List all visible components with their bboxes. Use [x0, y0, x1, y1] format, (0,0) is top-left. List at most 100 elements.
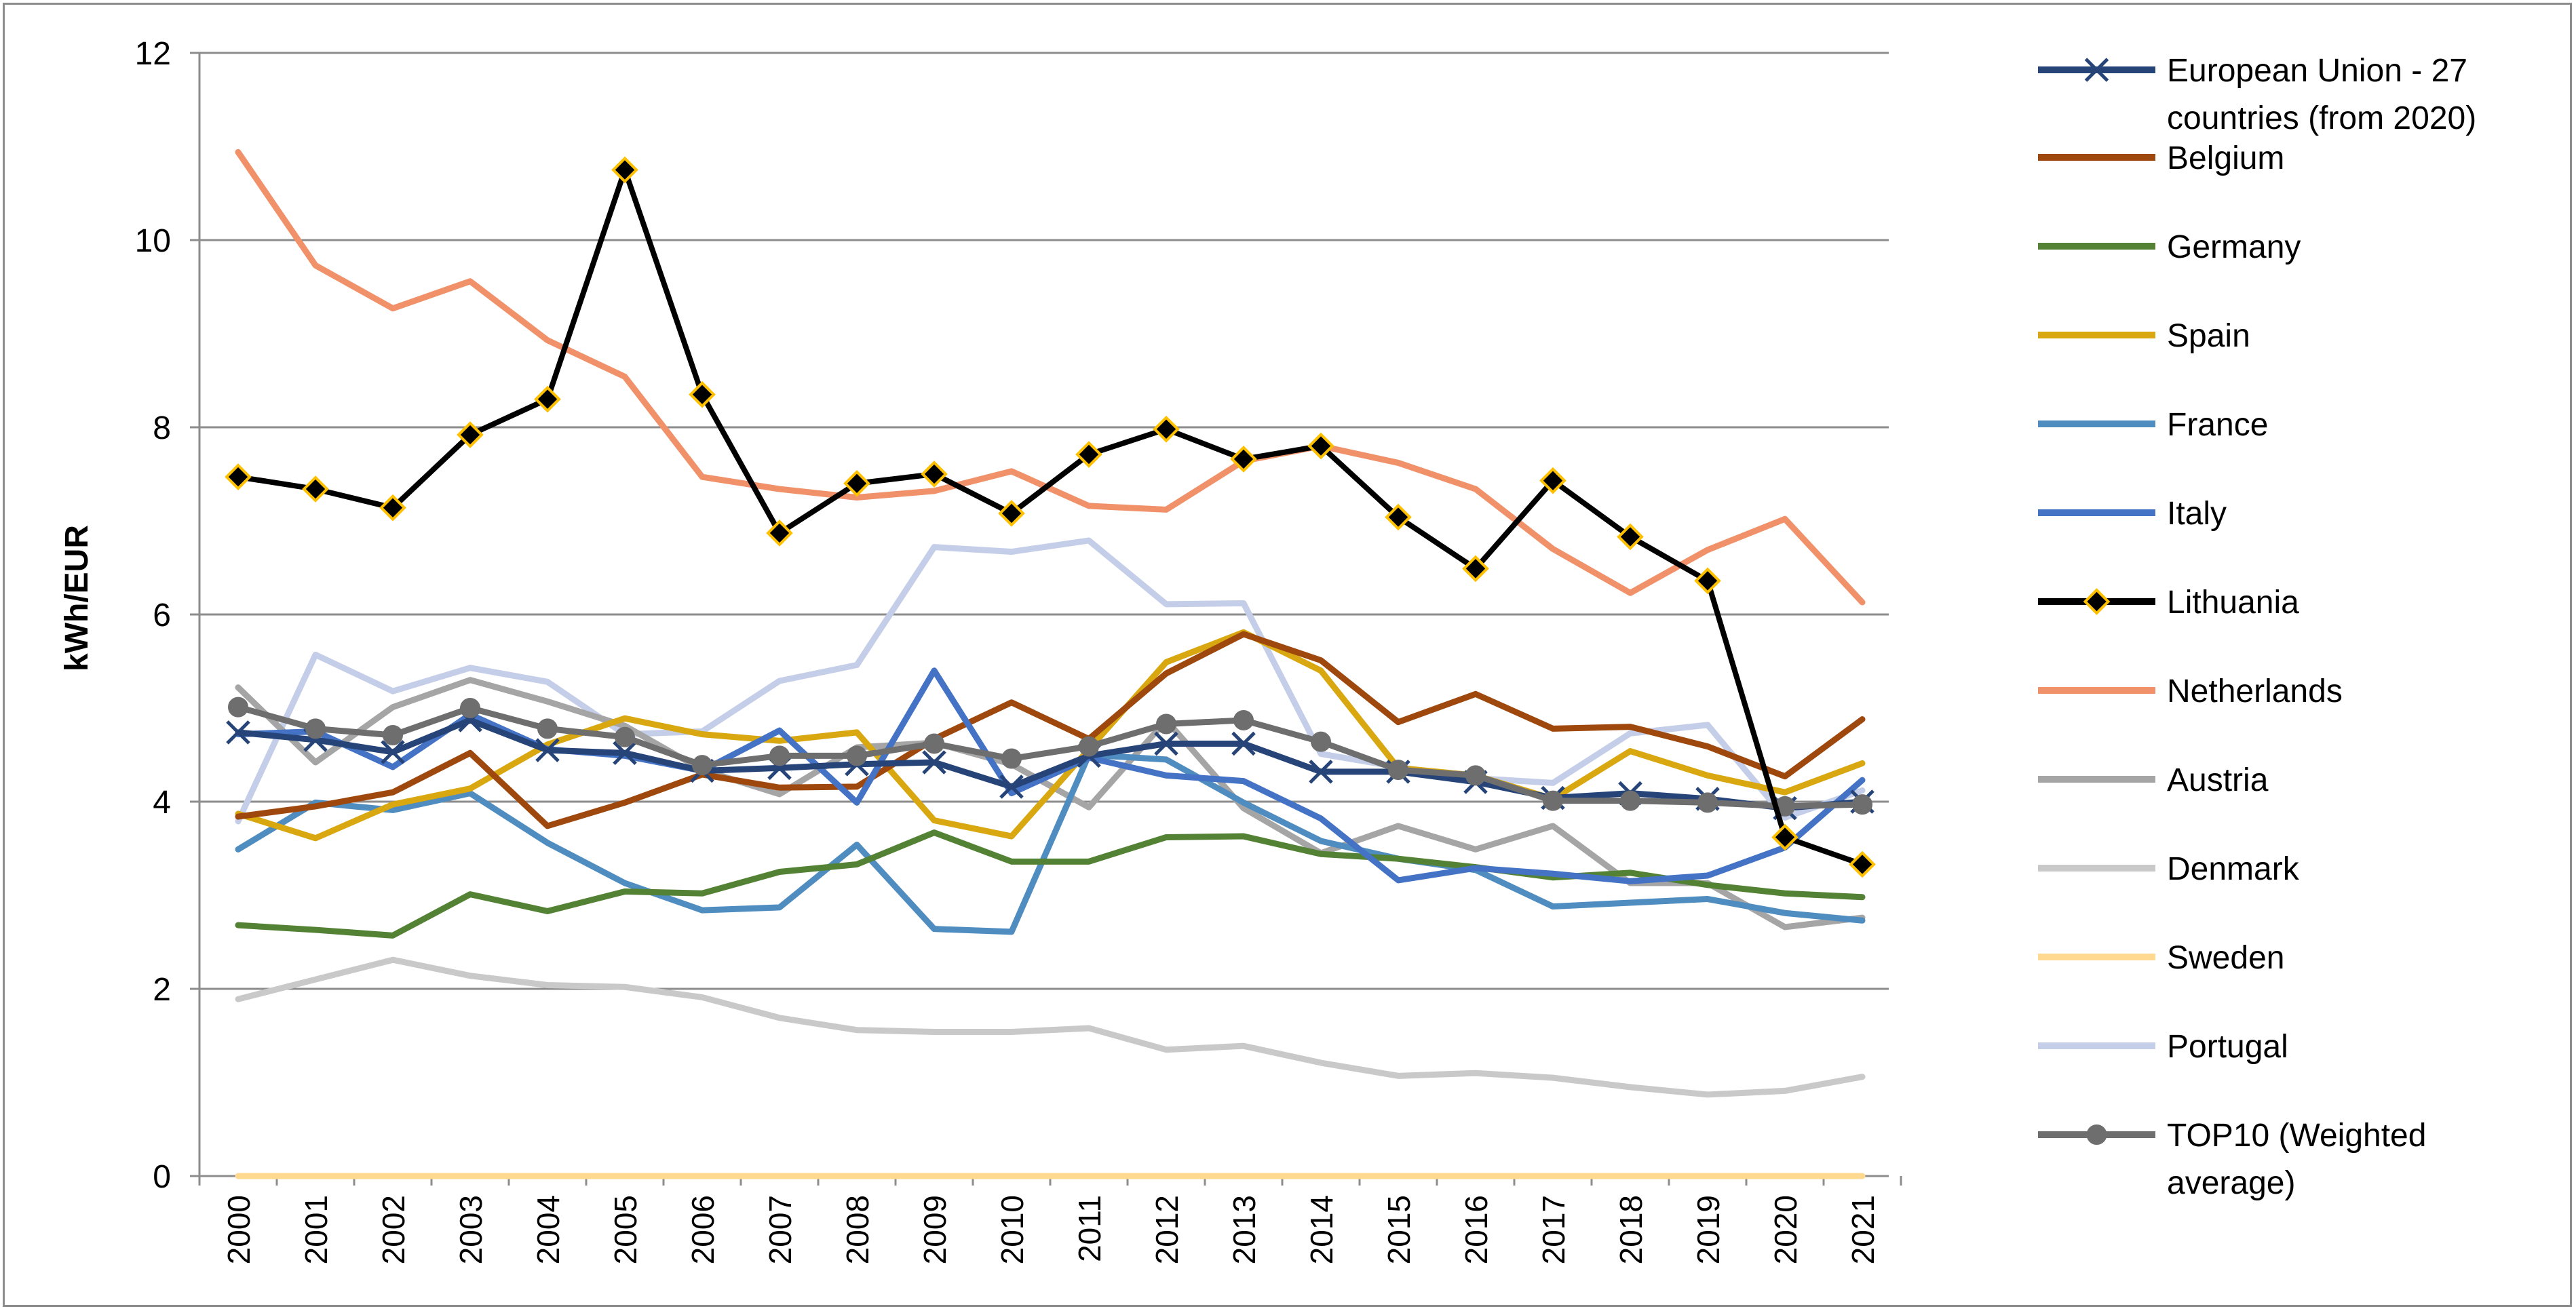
- data-point: [692, 755, 712, 776]
- data-point: [1307, 432, 1334, 460]
- series-line: [235, 629, 1866, 842]
- data-point: [1462, 555, 1489, 583]
- legend-item: Belgium: [2038, 140, 2284, 176]
- data-point: [999, 775, 1024, 799]
- legend-item: TOP10 (Weighted average): [2038, 1118, 2426, 1201]
- data-point: [379, 494, 406, 522]
- data-point: [225, 463, 252, 490]
- legend-item: Germany: [2038, 229, 2301, 265]
- legend-marker: [2086, 1124, 2107, 1145]
- data-point: [1543, 790, 1563, 811]
- x-tick-label: 2005: [608, 1195, 643, 1264]
- data-point: [1849, 850, 1876, 878]
- data-point: [1153, 415, 1180, 443]
- x-tick-label: 2002: [376, 1195, 411, 1264]
- x-tick-label: 2007: [763, 1195, 798, 1264]
- data-point: [1617, 523, 1644, 551]
- x-tick-label: 2019: [1691, 1195, 1726, 1264]
- series-line: [235, 149, 1866, 606]
- series-netherlands: [235, 149, 1866, 606]
- x-tick-label: 2004: [531, 1195, 566, 1264]
- data-point: [843, 469, 870, 497]
- legend-label: Denmark: [2167, 851, 2300, 887]
- data-point: [1075, 441, 1102, 468]
- legend-label: Germany: [2167, 229, 2301, 265]
- data-point: [534, 385, 561, 413]
- legend-marker: [2084, 58, 2109, 82]
- x-tick-label: 2013: [1227, 1195, 1262, 1264]
- data-point: [1852, 794, 1872, 815]
- x-tick-label: 2020: [1768, 1195, 1803, 1264]
- data-point: [1385, 503, 1412, 531]
- data-point: [228, 697, 248, 718]
- x-tick-label: 2021: [1845, 1195, 1881, 1264]
- series-top10-weighted-average: [228, 697, 1872, 817]
- x-tick-label: 2006: [685, 1195, 720, 1264]
- data-point: [1156, 713, 1176, 735]
- legend-label: Austria: [2167, 762, 2269, 798]
- series-belgium: [235, 631, 1866, 829]
- x-tick-label: 2016: [1459, 1195, 1494, 1264]
- data-point: [1231, 731, 1256, 756]
- data-point: [922, 750, 946, 775]
- legend-label: Sweden: [2167, 940, 2284, 976]
- data-point: [302, 475, 329, 503]
- series-line: [235, 751, 1866, 935]
- data-point: [1620, 790, 1640, 811]
- legend-label: average): [2167, 1165, 2295, 1201]
- data-point: [1388, 760, 1408, 781]
- x-tick-label: 2008: [840, 1195, 875, 1264]
- data-point: [766, 520, 793, 547]
- x-tick-label: 2011: [1072, 1195, 1107, 1262]
- y-tick-label: 0: [153, 1159, 171, 1195]
- x-tick-label: 2012: [1149, 1195, 1185, 1264]
- y-tick-label: 8: [153, 410, 171, 446]
- y-axis-ticks: 0 2 4 6 8 10 12: [135, 36, 171, 1195]
- legend-label: Belgium: [2167, 140, 2284, 176]
- data-point: [921, 461, 948, 488]
- data-point: [537, 718, 558, 739]
- data-point: [998, 500, 1025, 527]
- data-point: [611, 156, 638, 184]
- data-point: [1694, 567, 1721, 595]
- series-line: [235, 677, 1866, 931]
- x-tick-label: 2009: [917, 1195, 953, 1264]
- data-point: [1309, 760, 1333, 784]
- data-point: [1230, 446, 1257, 473]
- legend-label: Lithuania: [2167, 585, 2299, 621]
- data-point: [383, 725, 403, 746]
- series-line: [235, 667, 1866, 884]
- x-tick-label: 2010: [995, 1195, 1030, 1264]
- y-tick-label: 2: [153, 972, 171, 1008]
- legend-label: European Union - 27: [2167, 53, 2467, 89]
- y-tick-label: 10: [135, 223, 171, 259]
- series-line: [235, 704, 1866, 810]
- data-point: [924, 733, 944, 754]
- series-line: [235, 717, 1866, 812]
- legend-label: France: [2167, 407, 2268, 443]
- series-italy: [235, 667, 1866, 884]
- x-tick-label: 2017: [1536, 1195, 1571, 1264]
- y-tick-label: 12: [135, 36, 171, 72]
- series-line: [235, 537, 1866, 825]
- x-tick-label: 2014: [1304, 1195, 1339, 1264]
- data-point: [1697, 792, 1718, 813]
- data-point: [1539, 467, 1566, 494]
- legend-item: Lithuania: [2038, 585, 2299, 621]
- data-point: [689, 380, 716, 408]
- data-point: [1233, 709, 1254, 730]
- y-axis-label: kWh/EUR: [59, 525, 95, 671]
- legend-item: Denmark: [2038, 851, 2300, 887]
- data-point: [1311, 731, 1331, 752]
- x-tick-label: 2003: [453, 1195, 488, 1264]
- y-tick-label: 4: [153, 785, 171, 821]
- legend-label: TOP10 (Weighted: [2167, 1118, 2426, 1154]
- x-tick-label: 2001: [299, 1195, 334, 1264]
- data-point: [1079, 736, 1099, 757]
- data-point: [847, 745, 867, 766]
- x-tick-label: 2015: [1381, 1195, 1417, 1264]
- legend-item: France: [2038, 407, 2268, 443]
- x-tick-label: 2000: [221, 1195, 256, 1264]
- data-point: [1465, 765, 1486, 786]
